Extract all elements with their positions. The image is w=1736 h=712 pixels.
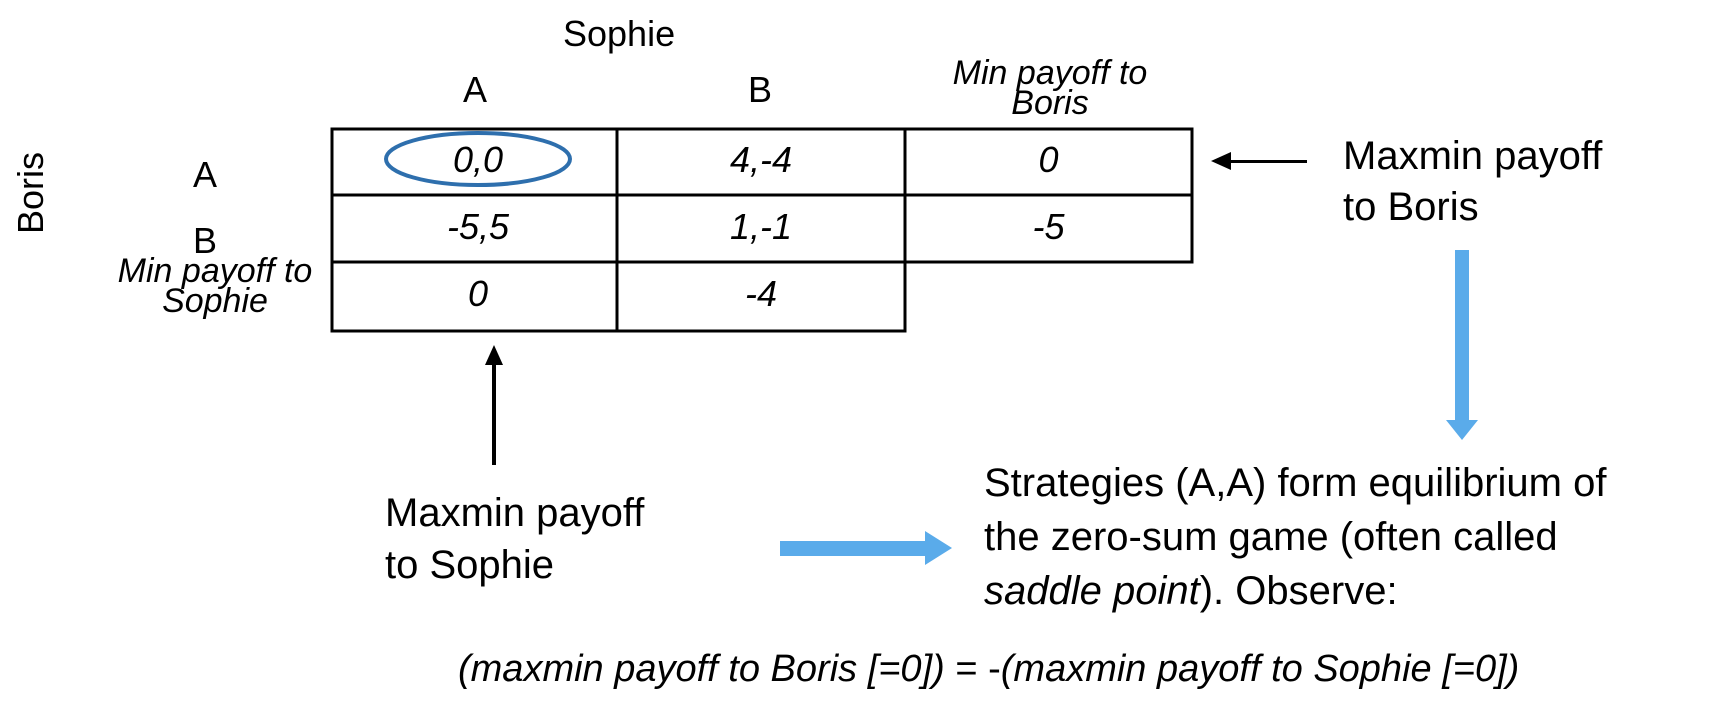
boris-arrow-head <box>1211 152 1231 170</box>
row-min-header: Min payoff to Sophie <box>117 252 313 320</box>
formula-left: (maxmin payoff to Boris [=0]) <box>458 648 945 690</box>
sophie-arrow-head <box>485 345 503 365</box>
blue-down-arrow-shaft <box>1455 250 1469 420</box>
formula: (maxmin payoff to Boris [=0]) = -(maxmin… <box>458 644 1519 694</box>
grid-lower-frame <box>330 262 907 333</box>
equilibrium-line-1: Strategies (A,A) form equilibrium of <box>984 461 1607 505</box>
observe-text: ). Observe: <box>1199 569 1398 613</box>
boris-arrow-shaft <box>1230 160 1307 163</box>
row-header-b: B <box>193 220 218 261</box>
row-header-a: A <box>193 154 218 195</box>
formula-equals: = - <box>944 648 1001 690</box>
blue-right-arrow-head <box>925 531 952 565</box>
cell-ab: 4,-4 <box>729 139 793 180</box>
blue-down-arrow-head <box>1446 420 1478 440</box>
sophie-maxmin-line1: Maxmin payoff <box>385 491 645 535</box>
column-min-header: Min payoff to Boris <box>952 54 1148 122</box>
sophie-maxmin-line2: to Sophie <box>385 543 555 587</box>
cell-a-min: 0 <box>1038 139 1059 180</box>
cell-b-min: -5 <box>1032 206 1065 247</box>
boris-maxmin-line1: Maxmin payoff <box>1343 134 1603 178</box>
cell-bb: 1,-1 <box>729 206 793 247</box>
column-header-b: B <box>748 69 773 110</box>
formula-right: (maxmin payoff to Sophie [=0]) <box>1000 648 1520 690</box>
equilibrium-line-3: saddle point). Observe: <box>984 566 1398 616</box>
cell-min-b: -4 <box>744 273 777 314</box>
saddle-point-ellipse <box>384 131 572 187</box>
cell-aa: 0,0 <box>452 139 504 180</box>
equilibrium-line-2: the zero-sum game (often called <box>984 515 1558 559</box>
boris-maxmin-line2: to Boris <box>1343 185 1479 229</box>
saddle-point-term: saddle point <box>984 569 1200 613</box>
cell-ba: -5,5 <box>446 206 510 247</box>
sophie-arrow-shaft <box>492 365 496 465</box>
cell-min-a: 0 <box>467 273 489 314</box>
blue-arrows <box>780 250 1478 565</box>
blue-right-arrow-shaft <box>780 541 925 556</box>
column-player-label: Sophie <box>563 13 676 54</box>
column-header-a: A <box>463 69 488 110</box>
